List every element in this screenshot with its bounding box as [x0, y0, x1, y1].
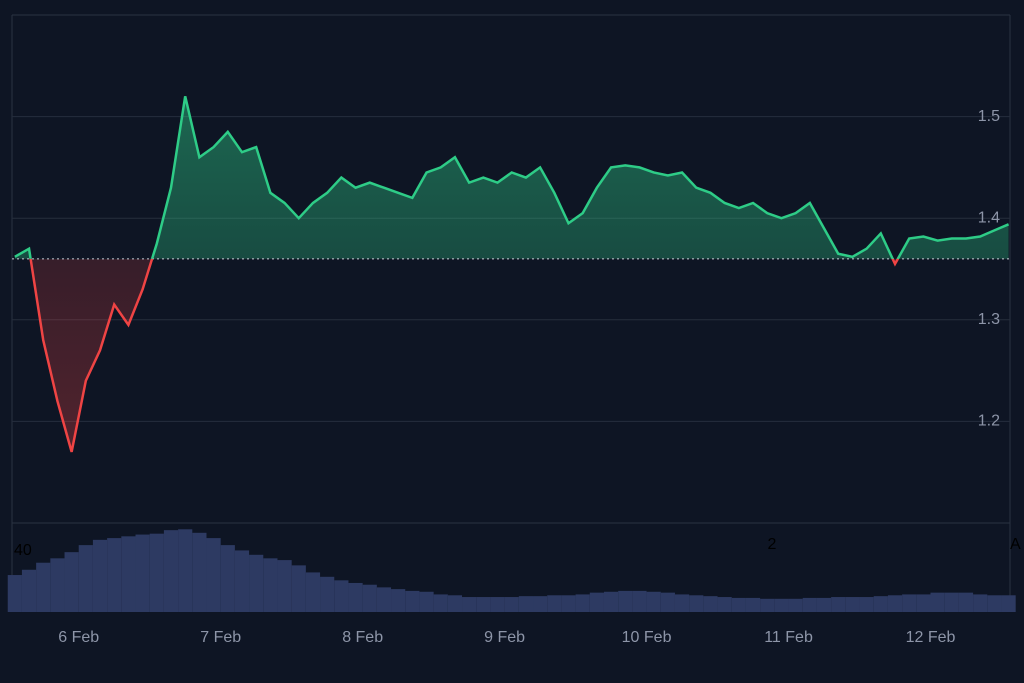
volume-bar — [1001, 595, 1016, 612]
x-tick-label: 7 Feb — [200, 629, 241, 646]
volume-annotation: A — [1010, 536, 1021, 553]
volume-bar — [462, 597, 477, 612]
volume-bar — [234, 550, 250, 612]
volume-bar — [391, 589, 406, 612]
volume-bar — [149, 533, 164, 612]
x-tick-label: 11 Feb — [764, 629, 813, 646]
x-tick-label: 8 Feb — [342, 629, 383, 646]
volume-bar — [660, 592, 675, 612]
volume-bar — [419, 591, 434, 612]
volume-bar — [788, 598, 803, 612]
volume-bar — [802, 597, 817, 612]
y-tick-label: 1.5 — [978, 108, 1000, 125]
volume-bar — [64, 552, 79, 612]
x-tick-label: 12 Feb — [906, 629, 956, 646]
volume-bar — [831, 597, 846, 612]
y-tick-label: 1.4 — [978, 209, 1000, 226]
volume-bar — [518, 596, 534, 612]
volume-bar — [533, 596, 548, 612]
volume-bar — [859, 597, 874, 612]
volume-bar — [646, 591, 661, 612]
volume-bar — [320, 576, 335, 612]
volume-bar — [561, 595, 576, 612]
volume-bar — [447, 595, 463, 612]
y-tick-label: 1.3 — [978, 311, 1000, 328]
volume-bar — [263, 558, 278, 612]
volume-bar — [21, 569, 37, 612]
volume-bar — [376, 587, 392, 612]
volume-bar — [816, 597, 832, 612]
volume-bar — [717, 597, 732, 612]
volume-bar — [433, 594, 448, 612]
volume-bar — [603, 591, 619, 612]
volume-bar — [674, 594, 690, 612]
volume-bar — [618, 590, 633, 612]
volume-bar — [973, 594, 988, 612]
volume-bar — [291, 565, 306, 612]
volume-bar — [249, 554, 264, 612]
line-up — [14, 95, 1010, 259]
volume-bar — [277, 560, 292, 612]
volume-bar — [887, 595, 903, 612]
volume-bar — [50, 558, 65, 612]
volume-bar — [731, 597, 746, 612]
volume-bar — [902, 594, 917, 612]
area-up — [14, 96, 1009, 259]
volume-bar — [121, 536, 136, 612]
volume-bar — [745, 597, 761, 612]
volume-bar — [689, 595, 704, 612]
y-tick-label: 1.2 — [978, 413, 1000, 430]
volume-bar — [944, 592, 959, 612]
volume-bar — [916, 594, 931, 612]
volume-bar — [589, 592, 604, 612]
volume-bar — [305, 572, 321, 612]
volume-bar — [476, 597, 491, 612]
x-tick-label: 10 Feb — [622, 629, 672, 646]
volume-bar — [220, 545, 235, 612]
area-down — [14, 258, 1009, 452]
x-tick-label: 6 Feb — [58, 629, 99, 646]
volume-bar — [192, 532, 207, 612]
x-tick-label: 9 Feb — [484, 629, 525, 646]
volume-bar — [547, 595, 562, 612]
volume-bar — [845, 597, 860, 612]
volume-bar — [632, 590, 647, 612]
volume-bar — [178, 529, 193, 612]
volume-bar — [206, 538, 221, 612]
volume-bar — [78, 545, 93, 612]
volume-bar — [405, 590, 420, 612]
volume-bar — [774, 598, 789, 612]
volume-bar — [703, 596, 718, 612]
volume-bar — [7, 575, 22, 612]
volume-bar — [958, 592, 974, 612]
volume-annotation: 40 — [14, 542, 32, 559]
volume-bar — [36, 562, 51, 612]
volume-bar — [987, 595, 1002, 612]
volume-bar — [348, 582, 363, 612]
volume-bar — [930, 592, 945, 612]
volume-bar — [760, 598, 775, 612]
volume-bar — [163, 530, 179, 612]
volume-bar — [362, 584, 377, 612]
volume-bar — [334, 580, 349, 612]
volume-bar — [873, 596, 888, 612]
volume-bar — [504, 597, 519, 612]
volume-bar — [135, 534, 150, 612]
volume-bar — [92, 539, 108, 612]
volume-annotation: 2 — [768, 536, 777, 553]
volume-bar — [107, 538, 122, 612]
volume-bar — [490, 597, 505, 612]
volume-bar — [575, 594, 590, 612]
